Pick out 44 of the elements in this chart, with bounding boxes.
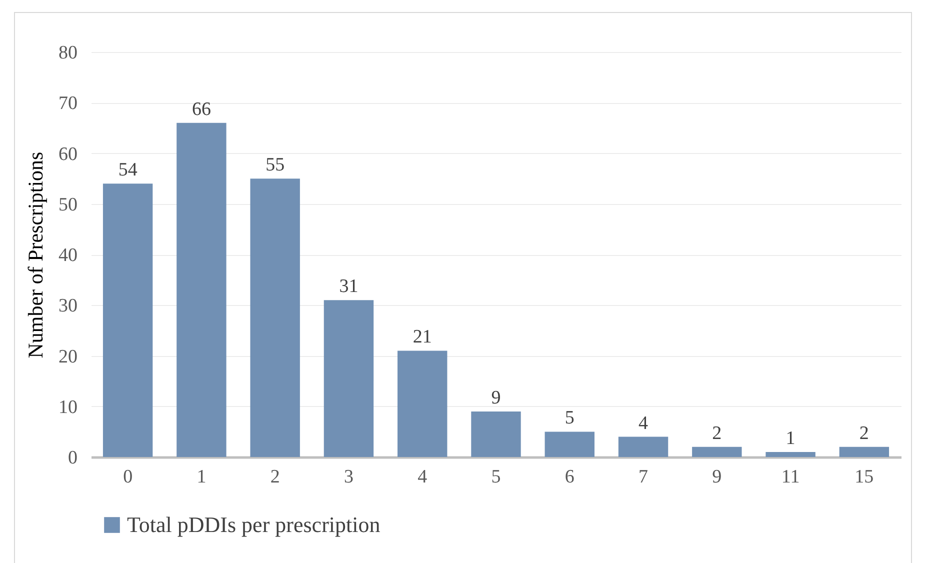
y-tick-label: 30 bbox=[58, 296, 78, 317]
data-label: 31 bbox=[339, 276, 358, 298]
x-tick-label: 5 bbox=[491, 466, 501, 488]
bar bbox=[102, 184, 153, 457]
bar bbox=[544, 432, 594, 457]
y-tick-label: 10 bbox=[58, 396, 78, 418]
bar bbox=[250, 178, 300, 457]
bar bbox=[471, 411, 521, 457]
x-tick-label: 11 bbox=[781, 466, 800, 488]
x-tick-label: 4 bbox=[418, 466, 428, 488]
bar bbox=[766, 452, 816, 457]
data-label: 9 bbox=[491, 387, 501, 408]
x-tick-label: 0 bbox=[123, 466, 133, 488]
bar bbox=[692, 446, 742, 457]
y-tick-label: 20 bbox=[58, 346, 78, 368]
y-tick-label: 40 bbox=[58, 245, 78, 266]
y-tick-label: 0 bbox=[68, 448, 78, 468]
data-label: 55 bbox=[266, 154, 285, 176]
data-label: 1 bbox=[786, 428, 796, 449]
y-tick-label: 70 bbox=[58, 93, 78, 114]
data-label: 4 bbox=[638, 412, 649, 434]
x-tick-label: 3 bbox=[344, 466, 354, 488]
data-label: 2 bbox=[712, 422, 722, 444]
data-label: 5 bbox=[564, 408, 574, 429]
x-tick-label: 7 bbox=[638, 466, 648, 488]
bar bbox=[398, 350, 448, 457]
bar bbox=[618, 436, 668, 457]
y-tick-label: 80 bbox=[58, 42, 78, 64]
y-axis-title: Number of Prescriptions bbox=[24, 152, 48, 358]
y-tick-label: 50 bbox=[58, 194, 78, 216]
data-label: 21 bbox=[412, 326, 432, 348]
data-label: 66 bbox=[192, 98, 211, 120]
legend-label: Total pDDIs per prescription bbox=[127, 512, 380, 537]
data-label: 2 bbox=[859, 422, 869, 444]
x-tick-label: 15 bbox=[854, 466, 874, 488]
x-tick-label: 2 bbox=[270, 466, 280, 488]
bar bbox=[324, 300, 374, 457]
x-tick-label: 1 bbox=[196, 466, 206, 488]
x-tick-label: 6 bbox=[564, 466, 574, 488]
data-label: 54 bbox=[118, 160, 138, 181]
bar bbox=[176, 122, 226, 457]
y-tick-label: 60 bbox=[58, 144, 78, 165]
x-tick-label: 9 bbox=[712, 466, 722, 488]
bar bbox=[839, 446, 890, 457]
